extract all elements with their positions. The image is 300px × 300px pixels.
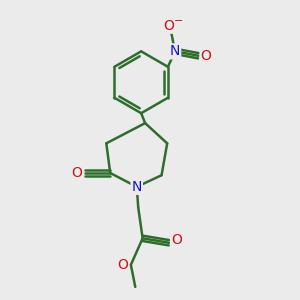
Text: N: N (132, 180, 142, 194)
Text: −: − (174, 16, 184, 26)
Text: O: O (71, 166, 82, 180)
Text: O: O (164, 19, 175, 33)
Text: O: O (200, 49, 211, 63)
Text: O: O (171, 233, 182, 247)
Text: O: O (117, 258, 128, 272)
Text: N: N (170, 44, 180, 58)
